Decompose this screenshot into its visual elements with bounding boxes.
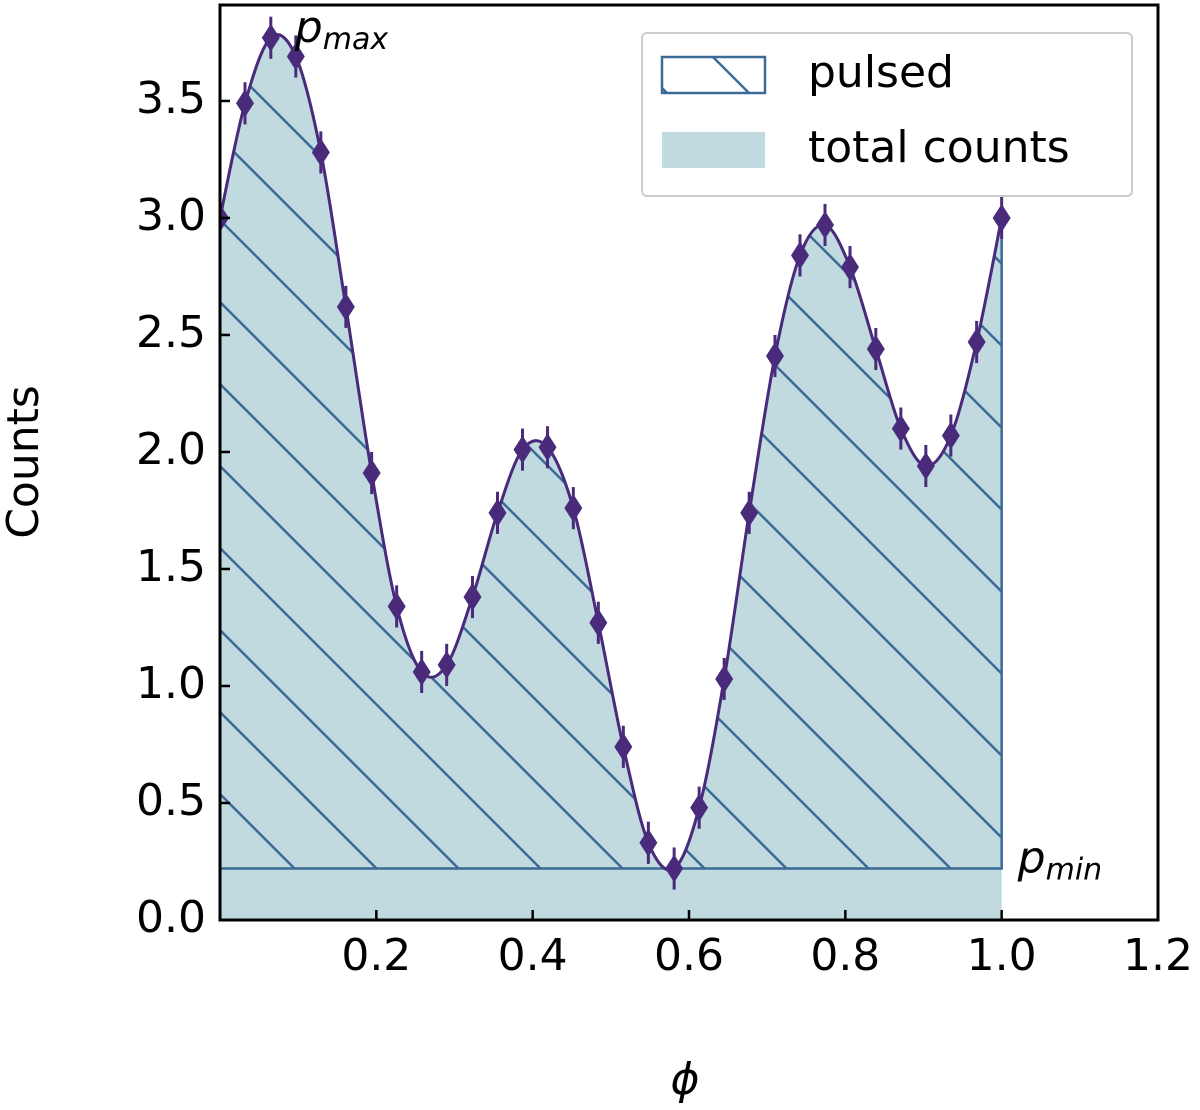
- legend-swatch: [660, 55, 767, 95]
- data-point: [513, 435, 532, 464]
- data-point: [866, 335, 885, 364]
- data-point: [538, 433, 557, 462]
- data-point: [463, 583, 482, 612]
- data-point: [412, 657, 431, 686]
- legend-label: pulsed: [808, 47, 954, 98]
- data-point: [261, 23, 280, 52]
- data-point: [311, 138, 330, 167]
- data-point: [841, 253, 860, 282]
- data-point: [286, 42, 305, 71]
- annotation-text: p: [1017, 833, 1046, 884]
- data-point: [236, 89, 255, 118]
- y-tick-label: 0.5: [136, 775, 206, 826]
- annotation-subscript: max: [323, 21, 389, 56]
- y-tick-label: 1.0: [136, 658, 206, 709]
- x-tick-label: 0.6: [654, 930, 724, 981]
- data-point: [967, 327, 986, 356]
- plot-area: [220, 16, 1011, 920]
- data-point: [589, 608, 608, 637]
- data-point: [387, 592, 406, 621]
- data-point: [790, 241, 809, 270]
- data-point: [916, 452, 935, 481]
- annotation: pmin: [1017, 833, 1103, 888]
- annotation-text: p: [294, 2, 323, 53]
- data-point: [765, 342, 784, 371]
- y-tick-label: 1.5: [136, 541, 206, 592]
- data-point: [639, 828, 658, 857]
- data-point: [665, 854, 684, 883]
- data-point: [891, 414, 910, 443]
- data-point: [362, 459, 381, 488]
- data-point: [941, 421, 960, 450]
- y-tick-label: 2.0: [136, 424, 206, 475]
- x-tick-label: 0.8: [810, 930, 880, 981]
- annotation-subscript: min: [1046, 852, 1103, 887]
- x-axis-label: ϕ: [670, 1054, 699, 1105]
- y-tick-label: 3.5: [136, 73, 206, 124]
- data-point: [715, 664, 734, 693]
- data-point: [690, 793, 709, 822]
- y-tick-label: 3.0: [136, 190, 206, 241]
- data-point: [614, 732, 633, 761]
- y-tick-label: 2.5: [136, 307, 206, 358]
- data-point: [740, 498, 759, 527]
- legend-swatch: [662, 132, 765, 168]
- data-point: [437, 650, 456, 679]
- y-axis-label: Counts: [0, 385, 49, 539]
- y-tick-label: 0.0: [136, 892, 206, 943]
- x-tick-label: 0.4: [498, 930, 568, 981]
- data-point: [488, 498, 507, 527]
- data-point: [564, 494, 583, 523]
- data-point: [336, 292, 355, 321]
- data-point: [816, 210, 835, 239]
- data-point: [992, 203, 1011, 232]
- x-tick-label: 1.2: [1123, 930, 1193, 981]
- annotation: pmax: [294, 2, 389, 57]
- x-tick-label: 0.2: [341, 930, 411, 981]
- x-tick-label: 1.0: [967, 930, 1037, 981]
- legend-label: total counts: [808, 122, 1070, 173]
